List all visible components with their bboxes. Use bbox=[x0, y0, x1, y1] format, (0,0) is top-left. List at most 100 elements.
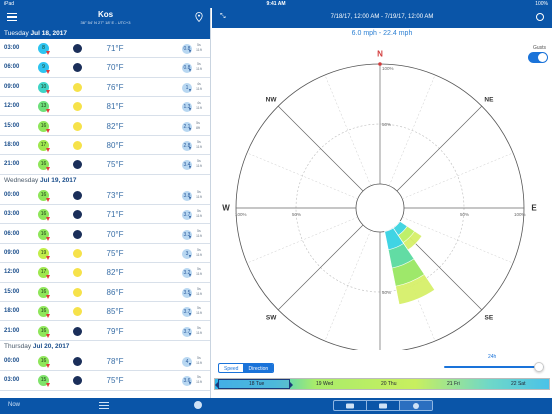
wind-direction-icon bbox=[46, 333, 50, 338]
wave-period-length: 11ft bbox=[196, 164, 202, 169]
compass-view-button[interactable] bbox=[400, 401, 432, 410]
timeline-day[interactable]: 20 Thu bbox=[381, 381, 397, 387]
location-pin-icon[interactable] bbox=[195, 12, 203, 22]
wave-period: 5s 11ft bbox=[196, 356, 202, 366]
timeline-day[interactable]: 19 Wed bbox=[316, 381, 334, 387]
globe-icon[interactable] bbox=[194, 401, 202, 409]
forecast-row[interactable]: 06:00 9 70°F 0.8 5s 11ft bbox=[0, 58, 210, 78]
wind-speed-badge: 16 bbox=[38, 306, 50, 319]
temperature: 73°F bbox=[106, 190, 124, 200]
row-time: 18:00 bbox=[4, 142, 20, 148]
wave-period-seconds: 4s bbox=[196, 101, 201, 106]
sun-icon bbox=[73, 268, 82, 278]
wave-height-badge: 3.7 bbox=[182, 210, 192, 221]
wave-height: 1 bbox=[185, 84, 189, 91]
bar-chart-view-button[interactable] bbox=[367, 401, 400, 410]
forecast-row[interactable]: 18:00 16 85°F 3.7 5s 11ft bbox=[0, 302, 210, 322]
day-name: Tuesday bbox=[4, 30, 29, 37]
wave-period-length: 11ft bbox=[196, 86, 202, 91]
wave-period: 5s 11ft bbox=[196, 43, 202, 53]
wave-direction-icon bbox=[189, 274, 191, 278]
day-date: Jul 20, 2017 bbox=[32, 343, 70, 350]
wave-height: 1.3 bbox=[183, 104, 191, 111]
forecast-row[interactable]: 15:00 16 82°F 2.1 5s 8ft bbox=[0, 117, 210, 136]
wave-height-badge: 3.8 bbox=[182, 190, 192, 201]
compass-icon bbox=[413, 402, 419, 409]
wind-direction-icon bbox=[46, 148, 50, 152]
forecast-row[interactable]: 00:00 16 78°F 4 5s 11ft bbox=[0, 352, 210, 372]
wave-period: 5s 11ft bbox=[196, 209, 202, 219]
forecast-row[interactable]: 12:00 13 81°F 1.3 4s 11ft bbox=[0, 97, 210, 117]
wind-speed: 16 bbox=[40, 288, 47, 295]
forecast-row[interactable]: 21:00 16 79°F 3.7 5s 11ft bbox=[0, 322, 210, 341]
forecast-row[interactable]: 21:00 16 75°F 3.4 5s 11ft bbox=[0, 155, 210, 175]
wave-height: 0.8 bbox=[183, 46, 191, 52]
forecast-row[interactable]: 03:00 15 75°F 3.6 5s 11ft bbox=[0, 371, 210, 391]
forecast-row[interactable]: 00:00 16 73°F 3.8 5s 11ft bbox=[0, 186, 210, 206]
now-button[interactable]: Now bbox=[8, 402, 21, 408]
wave-period: 4s 11ft bbox=[196, 101, 202, 111]
wind-rose-panel: ⤡ 7/18/17, 12:00 AM - 7/19/17, 12:00 AM … bbox=[212, 8, 552, 398]
wind-speed-badge: 16 bbox=[38, 228, 50, 241]
wave-period-seconds: 5s bbox=[196, 62, 201, 67]
timeline-bar[interactable]: 18 Tue 19 Wed 20 Thu 21 Fri 22 Sat bbox=[214, 378, 550, 390]
timeline-day[interactable]: 22 Sat bbox=[511, 381, 526, 387]
wave-period-length: 11ft bbox=[196, 380, 202, 385]
wind-direction-icon bbox=[46, 256, 50, 260]
forecast-panel: Kos 36° 54' N 27° 18' E - UTC+3 Tuesday … bbox=[0, 8, 211, 398]
wind-direction-icon bbox=[46, 109, 50, 114]
wind-speed: 16 bbox=[40, 230, 47, 237]
more-icon[interactable] bbox=[536, 13, 544, 21]
spoke bbox=[396, 105, 483, 192]
row-time: 03:00 bbox=[4, 45, 20, 51]
tab-speed[interactable]: Speed bbox=[224, 365, 239, 372]
wave-period-length: 8ft bbox=[196, 125, 200, 130]
timeline-selection[interactable] bbox=[215, 379, 293, 389]
forecast-row[interactable]: 09:00 19 75°F 3 5s 11ft bbox=[0, 244, 210, 264]
forecast-row[interactable]: 09:00 10 76°F 1 4s 11ft bbox=[0, 78, 210, 98]
window-slider-track[interactable] bbox=[444, 366, 544, 368]
wind-direction-icon bbox=[46, 128, 50, 133]
forecast-row[interactable]: 06:00 16 70°F 3.3 5s 11ft bbox=[0, 225, 210, 244]
wave-height-badge: 3.5 bbox=[182, 287, 192, 298]
wave-direction-icon bbox=[189, 127, 191, 131]
wind-speed: 16 bbox=[40, 161, 47, 168]
sun-icon bbox=[73, 249, 82, 258]
forecast-row[interactable]: 15:00 16 86°F 3.5 5s 11ft bbox=[0, 283, 210, 303]
ring-percent-label: 50% bbox=[382, 290, 391, 295]
forecast-row[interactable]: 03:00 8 71°F 0.8 5s 11ft bbox=[0, 39, 210, 59]
wind-speed-badge: 16 bbox=[38, 189, 50, 202]
wave-period-length: 11ft bbox=[196, 253, 202, 257]
wave-period-length: 11ft bbox=[196, 48, 202, 52]
ring-percent-label: 100% bbox=[382, 66, 394, 71]
ring-percent-label: 100% bbox=[235, 212, 247, 217]
wave-height-badge: 0.8 bbox=[182, 63, 192, 74]
bottom-bar: Now bbox=[0, 398, 552, 414]
moon-icon bbox=[73, 44, 82, 53]
wind-speed: 17 bbox=[40, 142, 47, 148]
timeline-day[interactable]: 18 Tue bbox=[249, 381, 265, 387]
chart-view-button[interactable] bbox=[334, 401, 367, 410]
list-icon[interactable] bbox=[99, 402, 109, 409]
wave-height: 3.7 bbox=[183, 212, 191, 219]
tab-direction[interactable]: Direction bbox=[243, 364, 274, 372]
timeline-day[interactable]: 21 Fri bbox=[447, 381, 460, 387]
wind-direction-icon bbox=[46, 275, 50, 280]
forecast-row[interactable]: 12:00 17 82°F 3.2 5s 11ft bbox=[0, 263, 210, 283]
gusts-toggle[interactable] bbox=[528, 52, 548, 63]
row-time: 21:00 bbox=[4, 327, 20, 334]
forecast-row[interactable]: 03:00 16 71°F 3.7 5s 11ft bbox=[0, 205, 210, 225]
wave-direction-icon bbox=[189, 363, 191, 366]
forecast-row[interactable]: 18:00 17 80°F 2.8 5s 11ft bbox=[0, 136, 210, 156]
wave-period-seconds: 5s bbox=[196, 325, 201, 330]
wind-direction-icon bbox=[46, 294, 50, 299]
wind-speed: 16 bbox=[40, 327, 47, 334]
menu-icon[interactable] bbox=[7, 13, 17, 21]
window-slider-knob[interactable] bbox=[534, 362, 544, 372]
direction-label-sw: SW bbox=[266, 314, 277, 321]
wind-speed: 15 bbox=[40, 377, 47, 384]
wind-speed: 8 bbox=[42, 45, 45, 51]
temperature: 75°F bbox=[106, 249, 124, 258]
wind-rose-chart: NNEESESSWWNW100%50%50%100%50%50%100% bbox=[222, 50, 537, 350]
expand-icon[interactable]: ⤡ bbox=[220, 13, 226, 20]
